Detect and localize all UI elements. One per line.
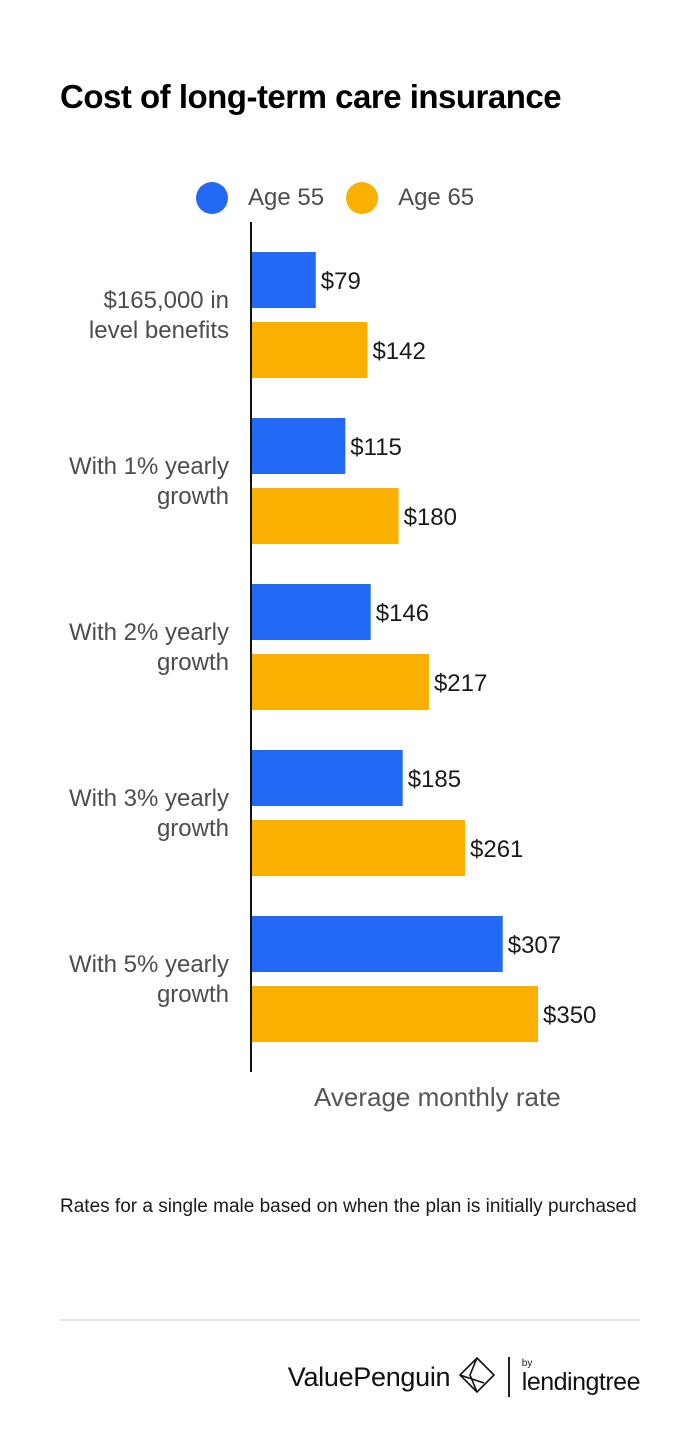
bar-age-55 <box>251 750 403 806</box>
data-label: $142 <box>372 338 425 365</box>
category-label-line: With 3% yearly <box>69 785 229 812</box>
category-label: With 1% yearly growth <box>69 453 229 510</box>
category-label-line: With 2% yearly <box>69 619 229 646</box>
data-label: $261 <box>470 836 523 863</box>
footer-divider <box>60 1319 640 1321</box>
category-label-line: growth <box>157 981 229 1008</box>
bar-age-55 <box>251 916 503 972</box>
data-label: $307 <box>508 932 561 959</box>
brand-separator <box>508 1357 510 1397</box>
bar-age-55 <box>251 252 316 308</box>
bar-age-65 <box>251 322 368 378</box>
category-label-line: growth <box>157 815 229 842</box>
category-label-line: growth <box>157 649 229 676</box>
bar-age-65 <box>251 488 399 544</box>
data-label: $350 <box>543 1002 596 1029</box>
category-label-line: level benefits <box>89 317 229 344</box>
data-label: $115 <box>350 434 402 461</box>
legend-label-age-55: Age 55 <box>248 184 325 211</box>
bar-age-65 <box>251 986 538 1042</box>
lendingtree-brand: by lendingtree <box>521 1358 641 1396</box>
data-label: $146 <box>376 600 429 627</box>
legend-swatch-age-55 <box>196 182 228 214</box>
legend-item-age-65: Age 65 <box>346 182 474 214</box>
data-label: $180 <box>404 504 457 531</box>
category-label-line: With 1% yearly <box>69 453 229 480</box>
category-label: With 3% yearly growth <box>69 785 229 842</box>
bar-chart: $165,000 in level benefits $79 $142 With 1% … <box>69 222 596 1072</box>
data-label: $79 <box>321 268 361 295</box>
category-label-line: $165,000 in <box>104 287 229 314</box>
category-label: With 2% yearly growth <box>69 619 229 676</box>
category-label: With 5% yearly growth <box>69 951 229 1008</box>
category-label-line: With 5% yearly <box>69 951 229 978</box>
footnote: Rates for a single male based on when th… <box>60 1196 637 1217</box>
data-label: $217 <box>434 670 487 697</box>
chart-legend: Age 55 Age 65 <box>196 182 496 214</box>
bar-age-55 <box>251 418 346 474</box>
bar-age-55 <box>251 584 371 640</box>
valuepenguin-logo-icon <box>458 1356 496 1399</box>
chart-title: Cost of long-term care insurance <box>60 78 562 115</box>
footer-brand: ValuePenguin by lendingtree <box>287 1352 641 1402</box>
data-label: $185 <box>408 766 461 793</box>
legend-item-age-55: Age 55 <box>196 182 324 214</box>
x-axis-label: Average monthly rate <box>314 1082 561 1112</box>
bar-age-65 <box>251 654 429 710</box>
legend-label-age-65: Age 65 <box>398 184 475 211</box>
category-label-line: growth <box>157 483 229 510</box>
lendingtree-wordmark: lendingtree <box>521 1368 641 1396</box>
bar-age-65 <box>251 820 466 876</box>
legend-swatch-age-65 <box>346 182 379 214</box>
valuepenguin-wordmark: ValuePenguin <box>287 1361 451 1392</box>
category-label: $165,000 in level benefits <box>89 287 229 344</box>
brand-by-text: by <box>521 1358 533 1369</box>
